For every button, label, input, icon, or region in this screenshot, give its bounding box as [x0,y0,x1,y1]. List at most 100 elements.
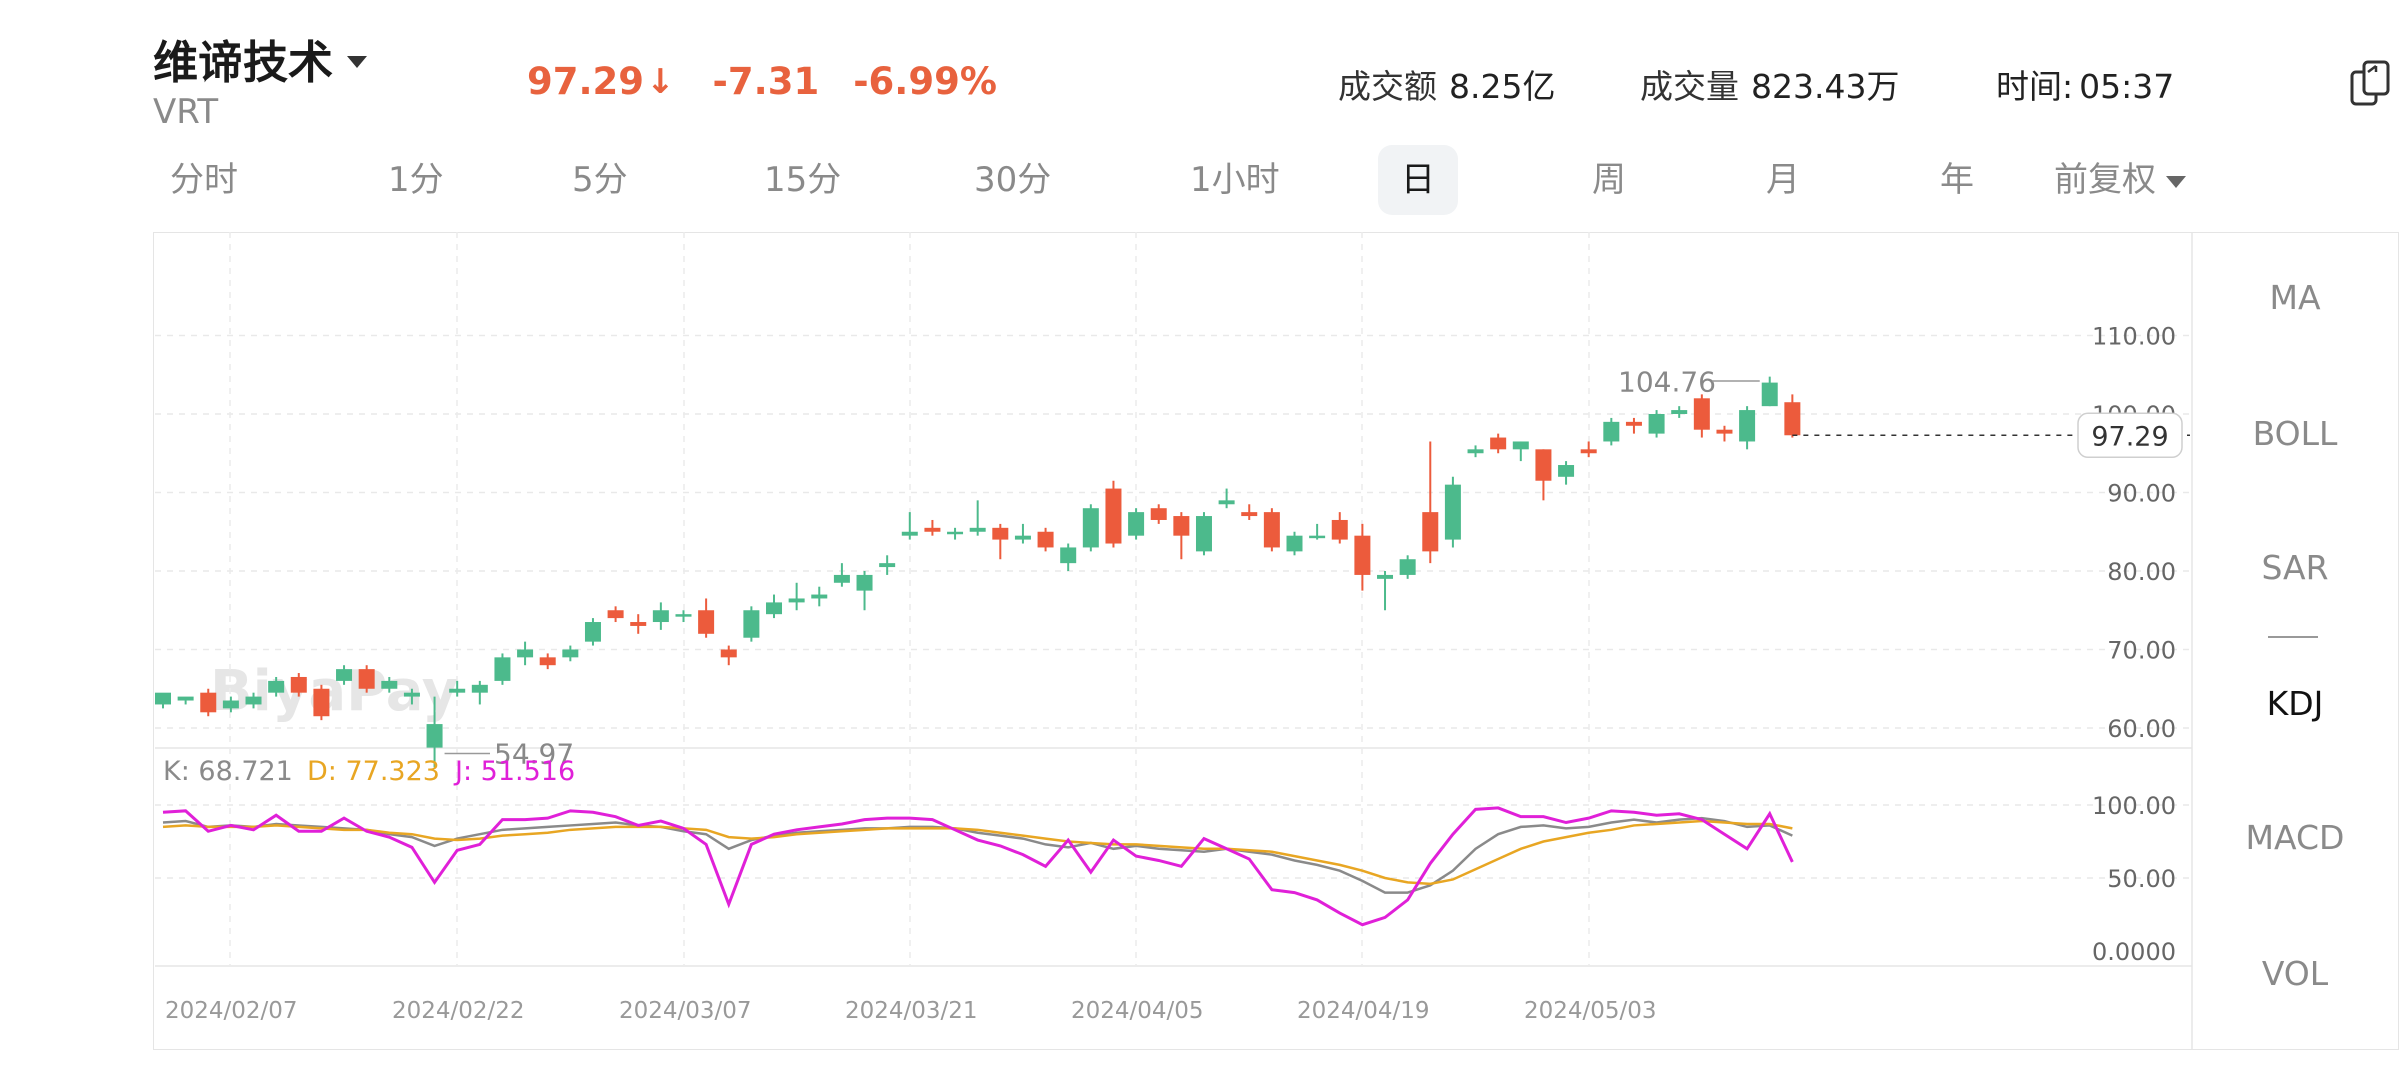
candle-body [833,574,850,583]
tab-8[interactable]: 月 [1766,160,1800,200]
candle-body [1354,535,1371,575]
turnover-label: 成交额 [1338,67,1437,106]
tab-2[interactable]: 5分 [572,160,628,200]
candle-body [811,594,828,599]
candle-body [1671,410,1688,414]
kdj-y-tick-label: 100.00 [2092,792,2176,820]
candle-body [517,649,534,658]
candle-body [766,602,783,615]
y-tick-label: 80.00 [2107,558,2176,586]
kdj-line-d [162,819,1793,886]
caret-down-icon[interactable] [347,55,368,68]
landscape-toggle-icon[interactable] [2350,58,2390,106]
candle-body [1761,382,1778,407]
kdj-line-k [162,816,1793,894]
candle-body [630,622,647,626]
candlestick-series [155,376,2190,768]
candle-body [879,563,896,568]
grid [155,232,2193,1050]
candle-body [222,700,239,709]
candle-body [1150,508,1167,520]
indicator-boll[interactable]: BOLL [2252,414,2338,453]
price-change: -7.31 [712,60,820,103]
candle-body [720,649,737,658]
candle-body [1399,559,1416,575]
period-tabs: 分时 1分 5分 15分 30分 1小时 日 周 月 年 [160,145,2200,215]
volume-stat: 成交量 823.43万 [1640,60,1899,108]
last-price-box [2077,412,2183,459]
candle-body [358,669,375,689]
tab-0[interactable]: 分时 [170,160,238,200]
candle-body [1377,574,1394,579]
candle-body [1105,488,1122,544]
candle-body [901,531,918,536]
indicator-kdj[interactable]: KDJ [2266,684,2324,723]
candle-body [539,657,556,666]
candle-body [1309,535,1326,539]
chart-panel [153,232,2399,1050]
kdj-y-tick-label: 0.0000 [2092,938,2176,966]
candle-body [268,680,285,693]
last-price-box-label: 97.29 [2091,421,2168,452]
candle-body [1286,535,1303,552]
x-tick-label: 2024/02/07 [165,998,298,1024]
candle-body [698,610,715,634]
candle-body [1037,531,1054,548]
min-price-label: 54.97 [494,737,574,770]
tab-9[interactable]: 年 [1940,160,1974,200]
candle-body [1444,484,1461,540]
tab-3[interactable]: 15分 [764,160,842,200]
candle-body [1490,437,1507,450]
tab-7[interactable]: 周 [1592,160,1626,200]
tab-4[interactable]: 30分 [974,160,1052,200]
candle-body [788,598,805,603]
candle-body [1195,516,1212,552]
x-tick-label: 2024/05/03 [1524,998,1657,1024]
turnover-value: 8.25亿 [1449,67,1556,106]
candle-body [947,531,964,535]
candle-body [1512,441,1529,450]
time-stat: 时间: 05:37 [1996,60,2174,108]
stock-ticker: VRT [153,92,219,132]
candle-body [1784,402,1801,436]
candle-body [177,696,194,701]
x-tick-label: 2024/03/07 [619,998,752,1024]
candle-body [155,692,171,705]
tab-5[interactable]: 1小时 [1190,160,1280,200]
candle-body [245,696,262,705]
candle-body [1739,410,1756,442]
indicator-ma[interactable]: MA [2269,278,2321,317]
indicator-sar[interactable]: SAR [2261,548,2329,587]
candle-body [924,527,941,532]
indicator-separator [2268,636,2318,638]
candle-body [381,680,398,689]
adjust-selector[interactable]: 前复权 [2054,145,2186,215]
y-tick-label: 60.00 [2107,715,2176,743]
time-label: 时间: [1996,67,2074,106]
kdj-y-tick-label: 50.00 [2107,865,2176,893]
indicator-vol[interactable]: VOL [2261,954,2329,993]
stock-name[interactable]: 维谛技术 [153,26,368,91]
kdj-legend-j: J: 51.516 [453,756,575,787]
candle-body [1060,547,1077,564]
candle-body [1693,398,1710,430]
candle-body [1558,465,1575,477]
candle-body [607,610,624,619]
candle-body [1014,535,1031,540]
candle-body [1173,516,1190,536]
candle-body [743,610,760,638]
x-tick-label: 2024/02/22 [392,998,525,1024]
y-tick-label: 90.00 [2107,480,2176,508]
adjust-label: 前复权 [2054,160,2156,200]
kdj-line-j [162,806,1794,927]
candle-body [1648,414,1665,434]
candle-body [1716,429,1733,434]
axis-labels: 110.00100.0090.0080.0070.0060.00100.0050… [165,323,2183,1024]
tab-6[interactable]: 日 [1378,145,1458,215]
tab-1[interactable]: 1分 [388,160,444,200]
candle-body [313,688,330,717]
indicator-macd[interactable]: MACD [2245,818,2345,857]
candle-body [1603,421,1620,442]
candle-body [1580,449,1597,454]
